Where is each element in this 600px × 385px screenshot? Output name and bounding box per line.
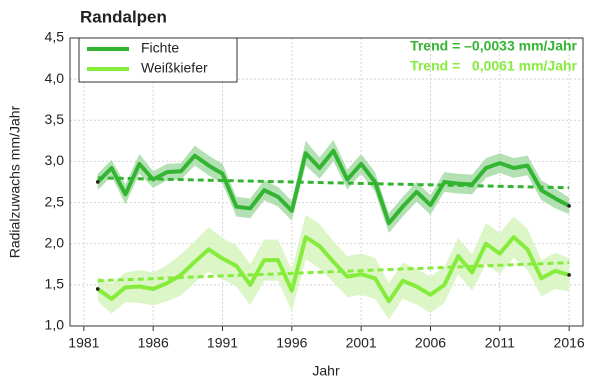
end-point — [567, 273, 571, 277]
x-tick-label: 2006 — [415, 335, 446, 351]
y-axis-label: Radialzuwachs mm/Jahr — [7, 105, 23, 258]
error-band — [97, 214, 570, 320]
chart-title: Randalpen — [80, 7, 167, 26]
end-point — [95, 287, 100, 291]
trend-line — [97, 176, 570, 190]
trend-line — [97, 261, 570, 283]
y-tick-label: 1,5 — [45, 276, 65, 292]
series-line — [96, 148, 571, 226]
x-tick-label: 1996 — [276, 335, 307, 351]
legend-box — [78, 37, 238, 83]
x-tick-label: 2001 — [346, 335, 377, 351]
x-tick-label: 1986 — [138, 335, 169, 351]
legend-label: Weißkiefer — [141, 60, 208, 76]
trend-label: Trend = 0,0061 mm/Jahr — [410, 58, 577, 74]
x-tick-label: 2016 — [554, 335, 585, 351]
y-tick-label: 2,0 — [45, 234, 65, 250]
y-tick-label: 3,0 — [45, 152, 65, 168]
x-tick-label: 1981 — [68, 335, 99, 351]
legend-label: Fichte — [141, 40, 179, 56]
end-point — [567, 204, 571, 208]
plot-frame — [69, 37, 584, 327]
error-band — [97, 140, 570, 234]
y-tick-label: 1,0 — [45, 317, 65, 333]
series-line — [96, 235, 570, 304]
x-axis-label: Jahr — [312, 363, 340, 379]
end-point — [95, 180, 100, 184]
x-tick-label: 2011 — [485, 335, 515, 351]
y-tick-label: 4,0 — [45, 70, 65, 86]
y-tick-label: 4,5 — [45, 29, 65, 45]
trend-label: Trend = –0,0033 mm/Jahr — [410, 38, 577, 54]
y-tick-label: 2,5 — [45, 193, 65, 209]
x-tick-label: 1991 — [207, 335, 238, 351]
y-tick-label: 3,5 — [45, 111, 65, 127]
